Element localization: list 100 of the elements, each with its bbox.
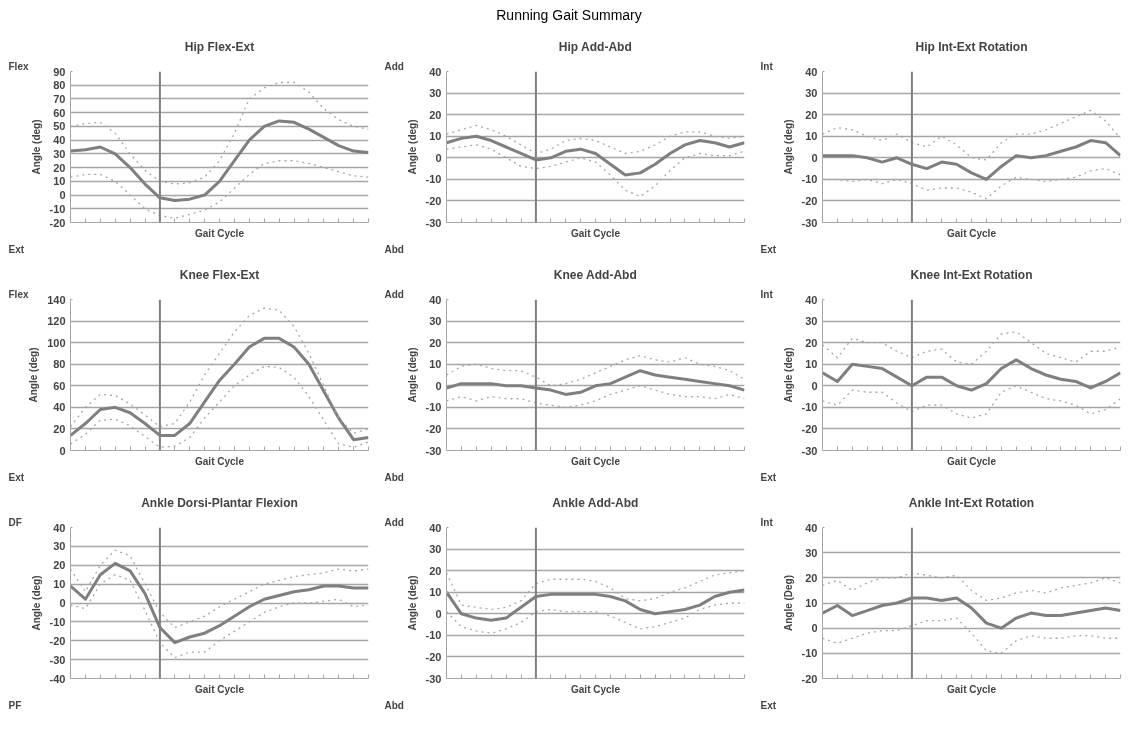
y-tick-label: 30 <box>53 147 66 160</box>
y-tick-label: 140 <box>47 293 66 306</box>
text: Ext <box>760 471 777 483</box>
y-tick-label: 20 <box>805 336 818 349</box>
y-tick-label: 20 <box>429 108 442 121</box>
y-axis-title: Angle (deg) <box>782 119 794 175</box>
y-tick-label: -30 <box>425 672 442 685</box>
y-tick-label: -20 <box>801 194 818 207</box>
text: Ext <box>760 699 777 711</box>
y-tick-label: 40 <box>805 65 818 78</box>
y-axis-title: Angle (deg) <box>28 347 40 403</box>
y-tick-label: 10 <box>805 358 818 371</box>
y-tick-label: -30 <box>801 444 818 457</box>
y-tick-label: 30 <box>805 87 818 100</box>
y-tick-label: 0 <box>811 622 818 635</box>
y-tick-label: -20 <box>425 422 442 435</box>
y-tick-label: 60 <box>53 106 66 119</box>
x-axis-title: Gait Cycle <box>195 455 245 467</box>
y-tick-label: 30 <box>429 543 442 556</box>
chart-title: Hip Add-Abd <box>558 39 632 54</box>
text: Ext <box>8 471 25 483</box>
y-tick-label: -20 <box>425 194 442 207</box>
text: Running Gait Summary <box>496 6 642 25</box>
text: Flex <box>8 60 29 72</box>
y-tick-label: 30 <box>53 540 66 553</box>
chart-title: Ankle Int-Ext Rotation <box>908 495 1035 510</box>
y-tick-label: 40 <box>53 521 66 534</box>
y-tick-label: 30 <box>805 546 818 559</box>
y-tick-label: 0 <box>59 444 66 457</box>
y-tick-label: -30 <box>801 216 818 229</box>
y-tick-label: 20 <box>53 559 66 572</box>
y-tick-label: 60 <box>53 379 66 392</box>
text: Ext <box>760 243 777 255</box>
text: DF <box>8 516 22 528</box>
y-axis-title: Angle (Deg) <box>782 574 794 632</box>
y-tick-label: 70 <box>53 92 66 105</box>
y-tick-label: 20 <box>805 571 818 584</box>
y-tick-label: 0 <box>435 607 442 620</box>
text: Int <box>760 60 774 72</box>
y-tick-label: -10 <box>425 401 442 414</box>
y-axis-title: Angle (deg) <box>30 575 42 631</box>
text: Add <box>384 60 404 72</box>
y-tick-label: -30 <box>49 653 66 666</box>
y-tick-label: -10 <box>801 647 818 660</box>
y-axis-title: Angle (deg) <box>782 347 794 403</box>
x-axis-title: Gait Cycle <box>571 455 621 467</box>
y-tick-label: 40 <box>53 134 66 147</box>
y-tick-label: -20 <box>49 634 66 647</box>
y-tick-label: -10 <box>49 615 66 628</box>
chart-title: Knee Add-Abd <box>553 267 637 282</box>
y-tick-label: 120 <box>47 315 66 328</box>
y-tick-label: 40 <box>429 65 442 78</box>
x-axis-title: Gait Cycle <box>947 227 997 239</box>
y-tick-label: -30 <box>425 444 442 457</box>
x-axis-title: Gait Cycle <box>571 683 621 695</box>
text: Int <box>760 516 774 528</box>
text: Add <box>384 288 404 300</box>
text: Ext <box>8 243 25 255</box>
chart-title: Knee Flex-Ext <box>179 267 260 282</box>
y-tick-label: 20 <box>429 564 442 577</box>
y-tick-label: 20 <box>805 108 818 121</box>
text: Flex <box>8 288 29 300</box>
y-tick-label: 0 <box>59 189 66 202</box>
y-tick-label: 80 <box>53 79 66 92</box>
x-axis-title: Gait Cycle <box>571 227 621 239</box>
y-tick-label: 20 <box>53 422 66 435</box>
y-axis-title: Angle (deg) <box>406 119 418 175</box>
y-axis-title: Angle (deg) <box>406 575 418 631</box>
y-tick-label: -20 <box>801 422 818 435</box>
y-tick-label: -20 <box>49 216 66 229</box>
y-tick-label: 40 <box>429 521 442 534</box>
text: Abd <box>384 471 404 483</box>
y-tick-label: -10 <box>425 173 442 186</box>
y-tick-label: 0 <box>811 379 818 392</box>
y-tick-label: 0 <box>59 597 66 609</box>
y-tick-label: 10 <box>805 130 818 143</box>
y-tick-label: 0 <box>435 151 442 164</box>
x-axis-title: Gait Cycle <box>195 227 245 239</box>
y-axis-title: Angle (deg) <box>30 119 42 175</box>
chart-title: Hip Flex-Ext <box>184 39 255 54</box>
text: Int <box>760 288 774 300</box>
y-tick-label: 20 <box>429 336 442 349</box>
y-tick-label: 40 <box>429 293 442 306</box>
y-tick-label: 30 <box>429 315 442 328</box>
chart-title: Knee Int-Ext Rotation <box>910 267 1033 282</box>
y-tick-label: -40 <box>49 672 66 685</box>
x-axis-title: Gait Cycle <box>947 683 997 695</box>
y-tick-label: 40 <box>53 401 66 414</box>
y-tick-label: 50 <box>53 120 66 133</box>
y-tick-label: -10 <box>49 202 66 215</box>
y-tick-label: 90 <box>53 65 66 78</box>
y-axis-title: Angle (deg) <box>406 347 418 403</box>
y-tick-label: -20 <box>425 650 442 663</box>
text: Abd <box>384 243 404 255</box>
y-tick-label: 40 <box>805 521 818 534</box>
chart-title: Hip Int-Ext Rotation <box>915 39 1028 54</box>
y-tick-label: -20 <box>801 672 818 685</box>
y-tick-label: -10 <box>801 401 818 414</box>
y-tick-label: 10 <box>53 175 66 188</box>
x-axis-title: Gait Cycle <box>195 683 245 695</box>
